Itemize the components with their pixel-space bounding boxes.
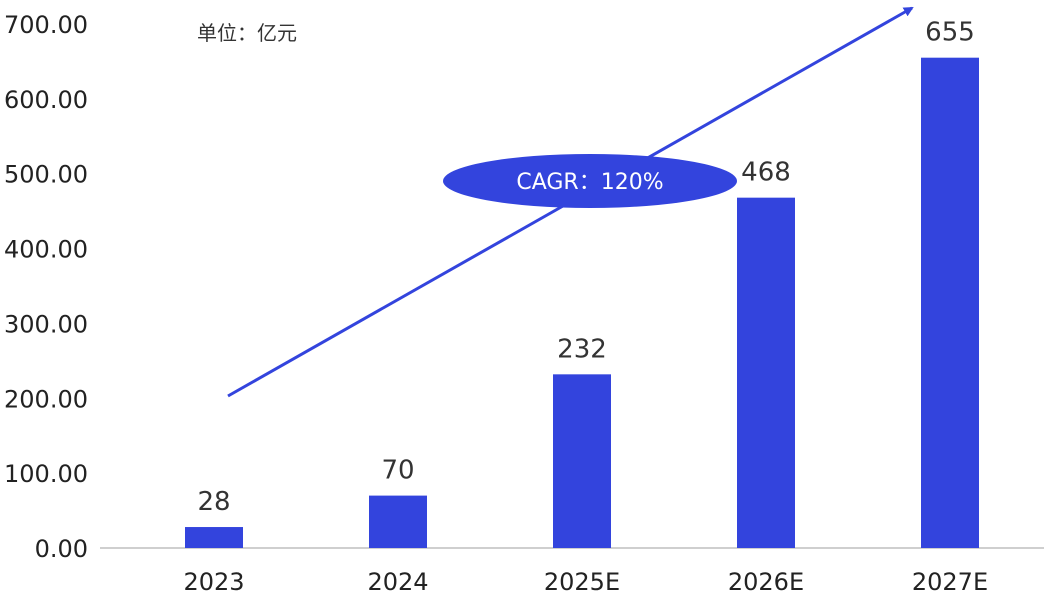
x-tick-label: 2026E (728, 568, 804, 596)
bar-2023 (185, 527, 243, 548)
y-tick-label: 500.00 (4, 161, 88, 189)
data-label: 70 (381, 456, 414, 486)
bar-2025e (553, 374, 611, 548)
x-tick-label: 2023 (183, 568, 244, 596)
data-label: 468 (741, 158, 791, 188)
unit-label: 单位：亿元 (197, 21, 297, 45)
data-label: 232 (557, 334, 607, 364)
bar-2027e (921, 57, 979, 548)
y-tick-label: 300.00 (4, 310, 88, 338)
y-tick-label: 0.00 (35, 535, 88, 563)
y-tick-label: 200.00 (4, 385, 88, 413)
cagr-label: CAGR：120% (516, 170, 663, 195)
bars: 28 70 232 468 655 (185, 18, 979, 548)
y-tick-label: 700.00 (4, 11, 88, 39)
y-tick-label: 600.00 (4, 86, 88, 114)
cagr-ellipse (443, 154, 737, 208)
y-tick-label: 400.00 (4, 236, 88, 264)
y-axis: 0.00 100.00 200.00 300.00 400.00 500.00 600.00… (4, 11, 88, 563)
x-tick-label: 2027E (912, 568, 988, 596)
data-label: 28 (197, 487, 230, 517)
bar-2026e (737, 197, 795, 548)
x-tick-label: 2025E (544, 568, 620, 596)
x-axis: 2023 2024 2025E 2026E 2027E (183, 568, 988, 596)
x-tick-label: 2024 (367, 568, 428, 596)
y-tick-label: 100.00 (4, 460, 88, 488)
bar-2024 (369, 495, 427, 548)
data-label: 655 (925, 18, 975, 48)
